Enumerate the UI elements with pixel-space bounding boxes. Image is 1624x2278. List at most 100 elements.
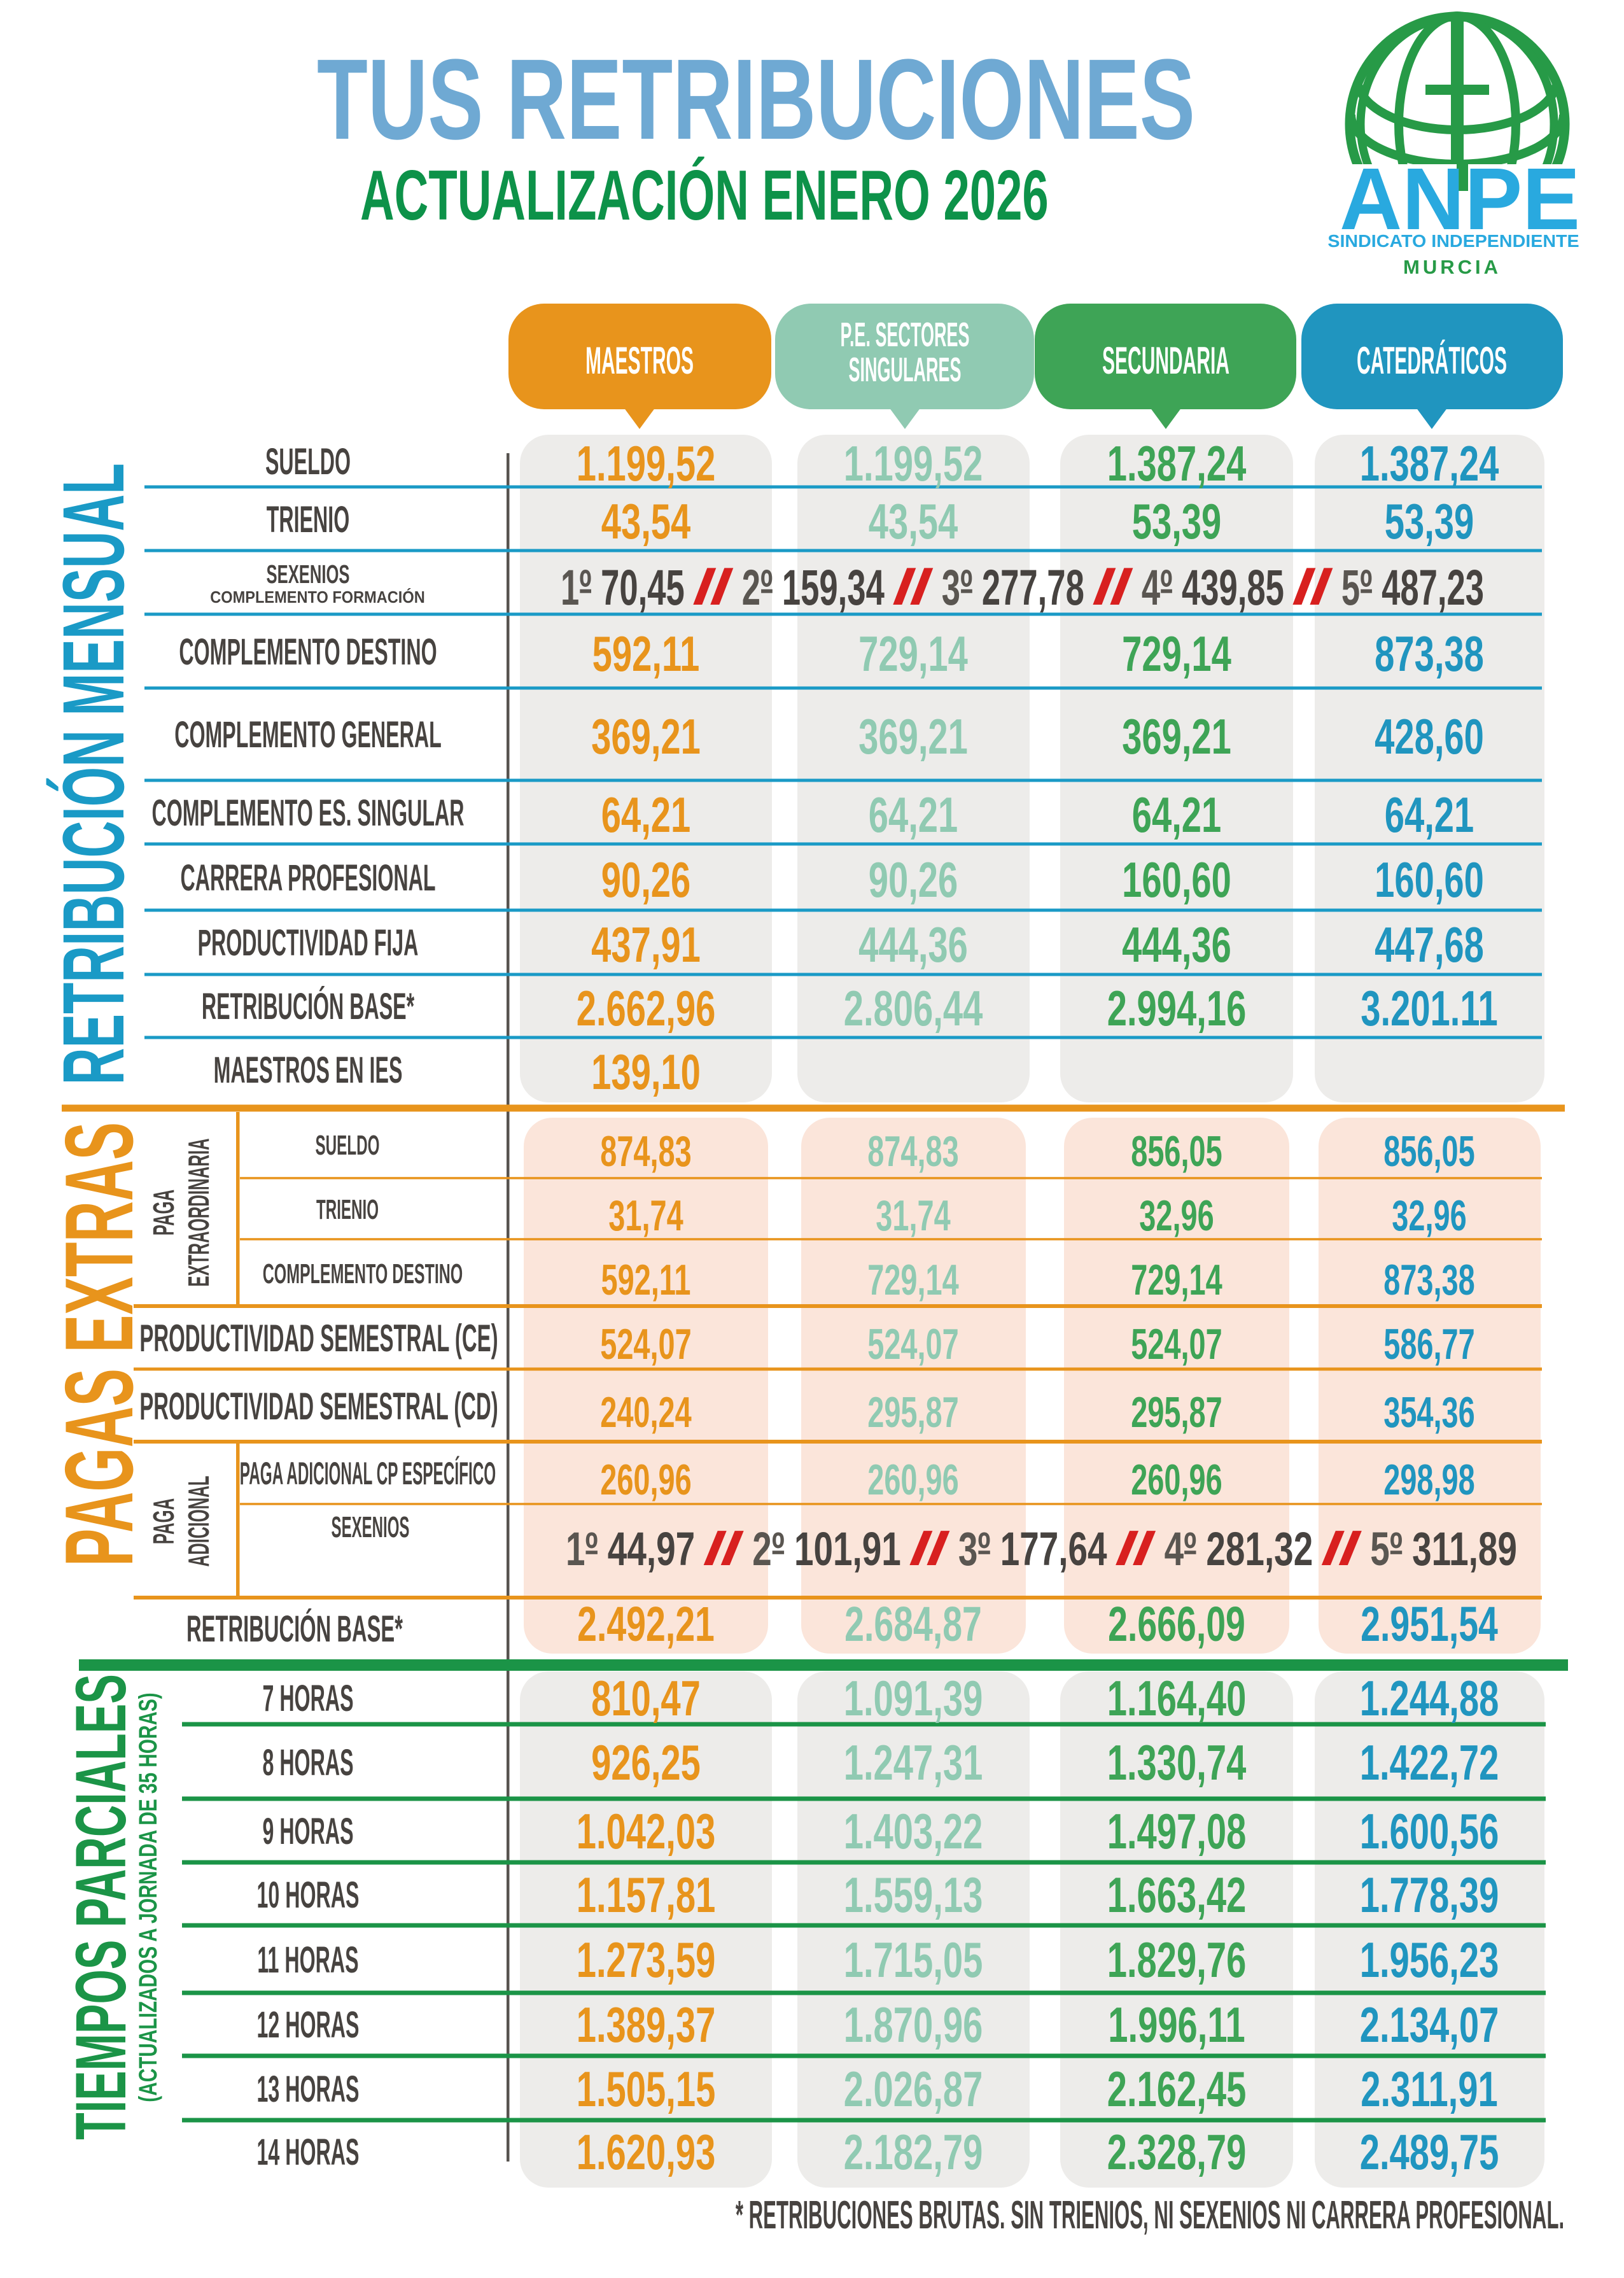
svg-text:SECUNDARIA: SECUNDARIA [1102,340,1229,383]
svg-text:PRODUCTIVIDAD SEMESTRAL (CE): PRODUCTIVIDAD SEMESTRAL (CE) [139,1318,498,1360]
svg-text:729,14: 729,14 [858,626,968,682]
svg-text:PRODUCTIVIDAD SEMESTRAL (CD): PRODUCTIVIDAD SEMESTRAL (CD) [139,1386,498,1428]
svg-text:11 HORAS: 11 HORAS [257,1939,358,1980]
svg-text:1.199,52: 1.199,52 [844,436,983,491]
svg-text:32,96: 32,96 [1139,1192,1214,1240]
svg-text:874,83: 874,83 [600,1127,691,1176]
svg-text:31,74: 31,74 [608,1192,683,1240]
svg-text:369,21: 369,21 [858,709,968,764]
svg-text:2.684,87: 2.684,87 [844,1597,982,1652]
svg-text:1.247,31: 1.247,31 [844,1735,983,1790]
svg-text:RETRIBUCIÓN MENSUAL: RETRIBUCIÓN MENSUAL [45,463,143,1085]
svg-text:524,07: 524,07 [867,1320,958,1368]
svg-text:32,96: 32,96 [1392,1192,1466,1240]
svg-text:4º: 4º [1165,1522,1197,1575]
svg-text:159,34: 159,34 [782,559,885,615]
svg-text:3.201.11: 3.201.11 [1361,981,1497,1036]
svg-text:1.091,39: 1.091,39 [844,1671,983,1726]
svg-text:MAESTROS EN IES: MAESTROS EN IES [214,1050,403,1090]
svg-text:2.311,91: 2.311,91 [1361,2062,1497,2117]
svg-text:PAGA: PAGA [147,1498,180,1544]
svg-text:EXTRAORDINARIA: EXTRAORDINARIA [182,1138,215,1286]
svg-text:44,97: 44,97 [608,1522,695,1575]
svg-text:1.244,88: 1.244,88 [1360,1671,1499,1726]
svg-text:COMPLEMENTO ES. SINGULAR: COMPLEMENTO ES. SINGULAR [151,792,464,833]
svg-text:295,87: 295,87 [1131,1388,1222,1437]
svg-text:444,36: 444,36 [1122,917,1231,973]
svg-text:SUELDO: SUELDO [316,1129,380,1161]
svg-text:1.389,37: 1.389,37 [577,1997,716,2053]
svg-text:439,85: 439,85 [1182,559,1284,615]
svg-text:524,07: 524,07 [600,1320,691,1368]
svg-text:SEXENIOS: SEXENIOS [267,560,350,589]
svg-text:64,21: 64,21 [869,787,958,843]
svg-text:1.505,15: 1.505,15 [577,2062,716,2117]
svg-text:586,77: 586,77 [1383,1320,1474,1368]
svg-text:524,07: 524,07 [1131,1320,1222,1368]
svg-text:1.600,56: 1.600,56 [1360,1804,1499,1859]
svg-text:SINGULARES: SINGULARES [848,351,961,390]
svg-text:240,24: 240,24 [600,1388,692,1437]
svg-text:43,54: 43,54 [601,494,691,549]
svg-text:3º: 3º [942,559,972,615]
svg-text:874,83: 874,83 [867,1127,958,1176]
svg-text:428,60: 428,60 [1375,709,1484,764]
svg-text:2.134,07: 2.134,07 [1360,1997,1499,2053]
svg-text:14 HORAS: 14 HORAS [257,2132,360,2172]
svg-text:64,21: 64,21 [1385,787,1474,843]
svg-text:926,25: 926,25 [591,1735,701,1790]
svg-text:CARRERA PROFESIONAL: CARRERA PROFESIONAL [180,857,435,898]
svg-text:437,91: 437,91 [591,917,701,973]
svg-text:5º: 5º [1370,1522,1403,1575]
svg-text:856,05: 856,05 [1131,1127,1222,1176]
svg-text:369,21: 369,21 [591,709,701,764]
svg-text:31,74: 31,74 [876,1192,951,1240]
svg-text:729,14: 729,14 [867,1256,959,1304]
svg-text:260,96: 260,96 [1131,1456,1222,1504]
svg-text:1.996,11: 1.996,11 [1108,1997,1245,2053]
svg-text:1.403,22: 1.403,22 [844,1804,983,1859]
svg-text:COMPLEMENTO GENERAL: COMPLEMENTO GENERAL [174,714,442,755]
svg-text:1.157,81: 1.157,81 [577,1867,716,1923]
svg-text:160,60: 160,60 [1122,852,1231,908]
svg-text:487,23: 487,23 [1382,559,1484,615]
svg-text:ANPE: ANPE [1340,150,1580,248]
svg-text:1.559,13: 1.559,13 [844,1867,983,1923]
svg-text:3º: 3º [958,1522,991,1575]
svg-text:2º: 2º [752,1522,785,1575]
svg-text:160,60: 160,60 [1375,852,1484,908]
svg-text:43,54: 43,54 [869,494,958,549]
svg-text:64,21: 64,21 [601,787,691,843]
svg-text:260,96: 260,96 [867,1456,958,1504]
svg-text:298,98: 298,98 [1383,1456,1474,1504]
svg-text:2º: 2º [742,559,773,615]
svg-text:139,10: 139,10 [591,1044,701,1100]
svg-text:2.666,09: 2.666,09 [1108,1597,1245,1652]
svg-text:53,39: 53,39 [1385,494,1474,549]
svg-text:810,47: 810,47 [591,1671,701,1726]
svg-text:1.663,42: 1.663,42 [1107,1867,1247,1923]
svg-text:12 HORAS: 12 HORAS [257,2004,360,2045]
svg-text:7 HORAS: 7 HORAS [262,1678,353,1719]
svg-text:TRIENIO: TRIENIO [267,499,350,540]
svg-text:SINDICATO INDEPENDIENTE: SINDICATO INDEPENDIENTE [1327,232,1579,251]
svg-text:2.492,21: 2.492,21 [577,1597,715,1652]
svg-text:729,14: 729,14 [1122,626,1231,682]
svg-text:2.951,54: 2.951,54 [1361,1597,1498,1652]
svg-text:1º: 1º [561,559,591,615]
svg-text:5º: 5º [1341,559,1372,615]
svg-text:MAESTROS: MAESTROS [585,340,694,383]
svg-text:447,68: 447,68 [1375,917,1484,973]
svg-text:2.328,79: 2.328,79 [1107,2125,1247,2180]
svg-text:PAGA ADICIONAL CP ESPECÍFICO: PAGA ADICIONAL CP ESPECÍFICO [240,1456,496,1492]
svg-text:(ACTUALIZADOS A JORNADA DE 35: (ACTUALIZADOS A JORNADA DE 35 HORAS) [134,1692,162,2102]
svg-text:64,21: 64,21 [1132,787,1222,843]
svg-text:277,78: 277,78 [982,559,1084,615]
svg-text:2.182,79: 2.182,79 [844,2125,983,2180]
svg-text:1.330,74: 1.330,74 [1107,1735,1247,1790]
svg-text:PAGA: PAGA [147,1190,180,1235]
svg-text:1.620,93: 1.620,93 [577,2125,716,2180]
svg-text:CATEDRÁTICOS: CATEDRÁTICOS [1357,339,1507,383]
svg-text:177,64: 177,64 [1000,1522,1107,1575]
svg-text:10 HORAS: 10 HORAS [257,1874,360,1915]
